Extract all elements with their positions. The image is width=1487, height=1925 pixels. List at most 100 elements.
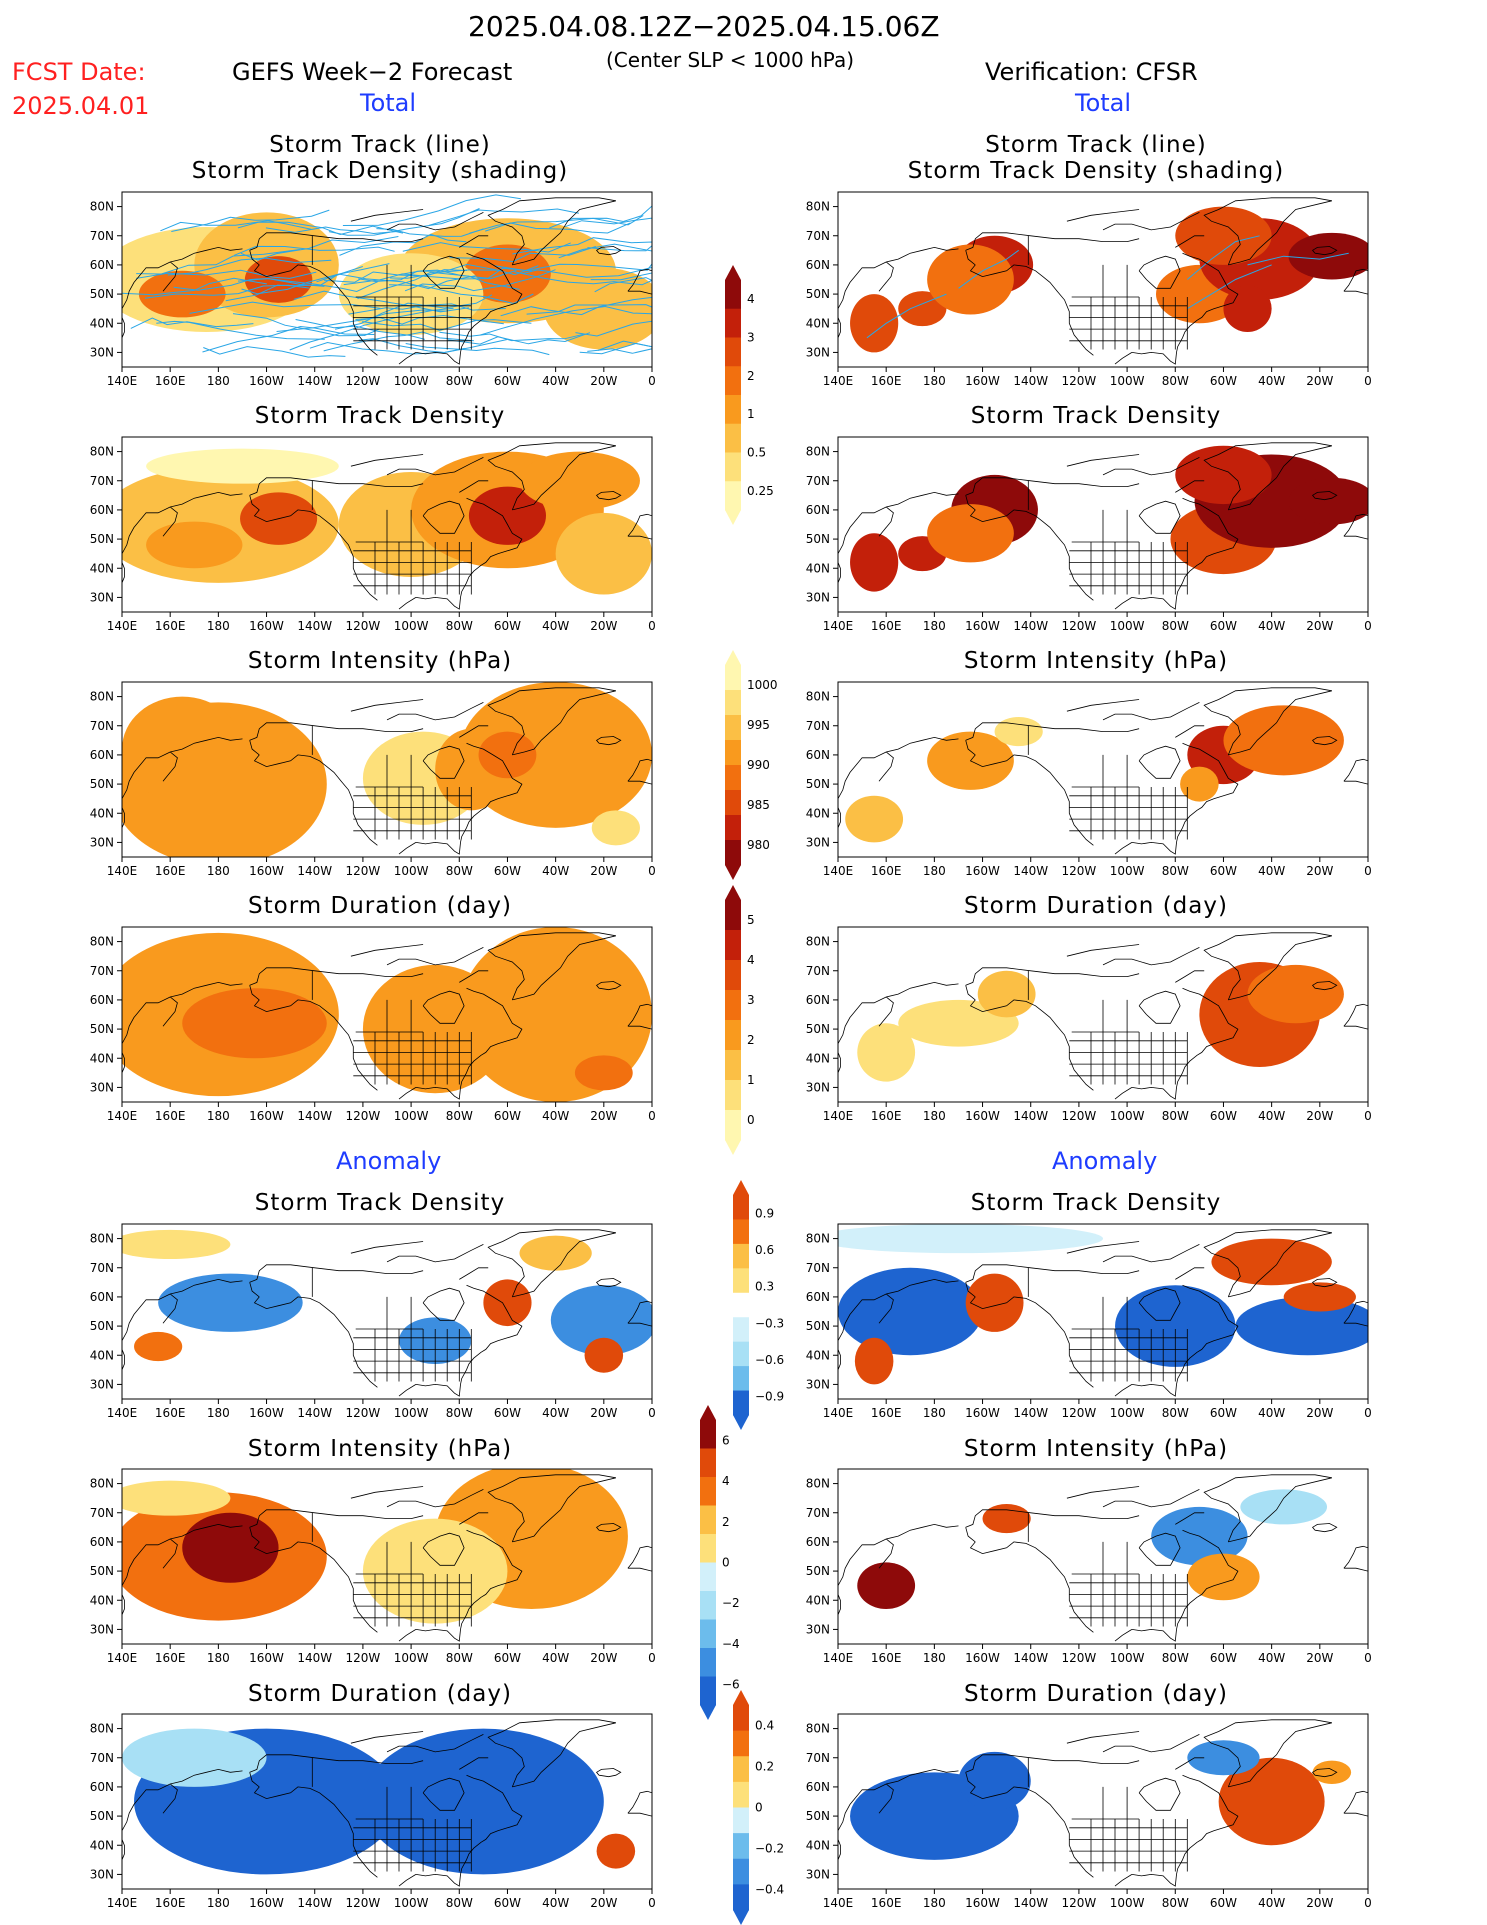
lon-tick-label: 100W [1110, 1406, 1145, 1420]
storm-track-line [390, 265, 539, 279]
lon-tick-label: 180 [207, 619, 230, 633]
lon-tick-label: 0 [1364, 1896, 1372, 1910]
lon-tick-label: 40W [1258, 1406, 1285, 1420]
coastline [249, 985, 260, 1001]
lon-tick-label: 160E [871, 1406, 902, 1420]
lat-tick-label: 60N [806, 1290, 830, 1304]
lon-tick-label: 0 [1364, 1651, 1372, 1665]
coastline [1311, 1523, 1338, 1533]
colorbar-swatch [733, 1366, 749, 1392]
lat-tick-label: 50N [806, 1809, 830, 1823]
coastline [969, 754, 1094, 846]
lat-tick-label: 60N [90, 503, 114, 517]
coastline [1066, 1241, 1140, 1254]
coastline [1311, 491, 1338, 501]
lon-tick-label: 180 [923, 1896, 946, 1910]
colorbar-swatch [725, 790, 741, 816]
colorbar-swatch [725, 1110, 741, 1141]
colorbar-label: 0.3 [755, 1280, 774, 1294]
storm-track-line [439, 331, 584, 342]
lon-tick-label: 40W [542, 1651, 569, 1665]
lat-tick-label: 80N [806, 1477, 830, 1491]
lat-tick-label: 60N [90, 258, 114, 272]
lon-tick-label: 140E [823, 374, 854, 388]
lat-tick-label: 30N [806, 1867, 830, 1881]
field-cell [146, 521, 243, 569]
left-column-title: GEFS Week−2 Forecast [232, 58, 513, 86]
lat-tick-label: 40N [806, 1838, 830, 1852]
lon-tick-label: 120W [346, 1651, 381, 1665]
lat-tick-label: 70N [90, 229, 114, 243]
field-cell [994, 717, 1043, 747]
lon-tick-label: 20W [1306, 619, 1333, 633]
coastline [1102, 457, 1200, 476]
coastline [350, 1241, 424, 1254]
colorbar-label: 4 [747, 292, 755, 306]
storm-track-line [590, 256, 652, 281]
colorbar-label: 1 [747, 407, 755, 421]
map-panel-f-ianom: 80N 70N 60N 50N 40N 30N 140E 160E 180 160W 140W 120… [90, 1468, 656, 1665]
lat-tick-label: 80N [90, 1722, 114, 1736]
coastline [122, 1052, 125, 1073]
lon-tick-label: 160W [965, 374, 1000, 388]
lat-tick-label: 50N [806, 777, 830, 791]
field-cell [1288, 232, 1368, 280]
storm-track-line [447, 332, 591, 345]
lat-tick-label: 40N [806, 1051, 830, 1065]
lon-tick-label: 120W [346, 864, 381, 878]
coastline [170, 1278, 243, 1295]
lon-tick-label: 160E [871, 864, 902, 878]
colorbar-swatch [700, 1477, 716, 1506]
lon-tick-label: 140W [297, 619, 332, 633]
colorbar-swatch [725, 900, 741, 931]
colorbar-swatch [733, 1292, 749, 1318]
coastline [122, 1538, 178, 1586]
panel-title-intensity-left: Storm Intensity (hPa) [247, 648, 513, 674]
colorbar-label: 4 [722, 1474, 730, 1488]
lon-tick-label: 140E [107, 374, 138, 388]
colorbar-swatch [700, 1505, 716, 1535]
lat-tick-label: 60N [806, 1780, 830, 1794]
lon-tick-label: 160E [871, 374, 902, 388]
coastline [965, 477, 1140, 496]
colorbar-swatch [725, 423, 741, 453]
lon-tick-label: 160E [155, 1109, 186, 1123]
lat-tick-label: 70N [806, 1751, 830, 1765]
coastline [249, 1282, 260, 1298]
coastline [1114, 1874, 1133, 1887]
colorbar-label: −6 [722, 1678, 740, 1692]
coastline [122, 1594, 125, 1615]
storm-track-line [130, 317, 254, 329]
lat-tick-label: 80N [90, 200, 114, 214]
total-label-left: Total [360, 89, 417, 117]
lon-tick-label: 80W [1162, 374, 1189, 388]
lon-tick-label: 140E [823, 1406, 854, 1420]
lon-tick-label: 160W [965, 1896, 1000, 1910]
colorbar-label: 5 [747, 913, 755, 927]
coastline [965, 722, 1140, 741]
coastline [422, 255, 465, 289]
storm-track-line [160, 220, 312, 232]
lon-tick-label: 140W [297, 864, 332, 878]
lon-tick-label: 140E [823, 864, 854, 878]
coastline [415, 1284, 523, 1397]
coastline [1138, 255, 1181, 289]
storm-track-line [289, 307, 454, 351]
lon-tick-label: 60W [494, 1896, 521, 1910]
colorbar-intensity-anomaly: 6 4 2 0 −2 −4 −6 [700, 1405, 740, 1720]
coastline [398, 1384, 417, 1397]
coastline [422, 1287, 465, 1321]
lat-tick-label: 30N [90, 1622, 114, 1636]
map-panel-v-track: 80N 70N 60N 50N 40N 30N 140E 160E 180 160W 140W 120… [806, 191, 1372, 388]
lon-tick-label: 100W [394, 1651, 429, 1665]
storm-track-line [526, 304, 652, 315]
coastline [969, 1541, 1094, 1633]
storm-track-line [402, 242, 571, 253]
coastline [459, 1757, 489, 1770]
coastline [969, 999, 1094, 1091]
coastline [253, 1786, 378, 1878]
colorbar-swatch [700, 1562, 716, 1592]
coastline [422, 500, 465, 534]
coastline [253, 264, 378, 356]
